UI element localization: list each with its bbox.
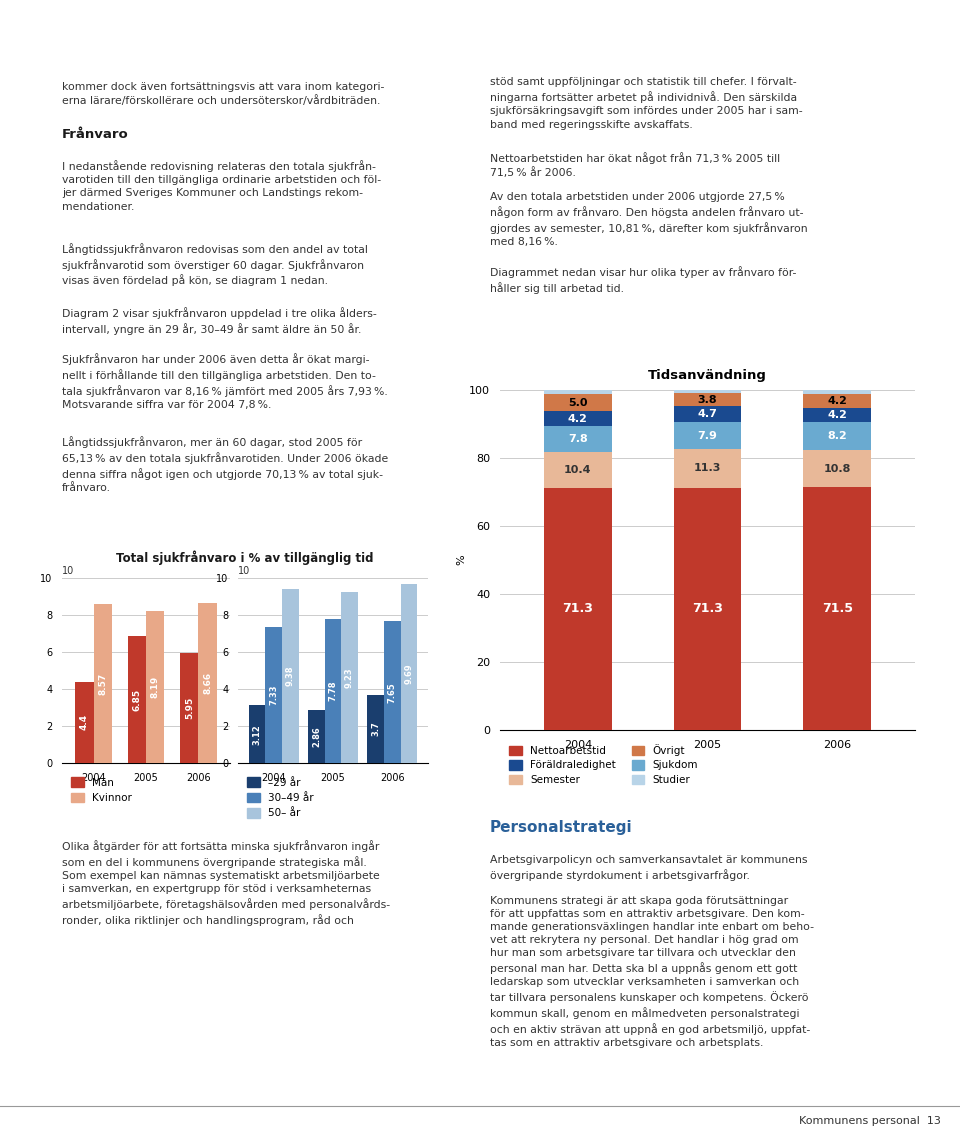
- Text: Långtidssjukfrånvaron redovisas som den andel av total
sjukfrånvarotid som övers: Långtidssjukfrånvaron redovisas som den …: [62, 243, 368, 287]
- Text: 10.4: 10.4: [564, 465, 591, 475]
- Text: 7.78: 7.78: [328, 681, 338, 702]
- Text: 7.33: 7.33: [269, 684, 278, 705]
- Bar: [384, 622, 400, 763]
- Text: 71.3: 71.3: [563, 603, 593, 615]
- Text: Total sjukfrånvaro i % av tillgänglig tid: Total sjukfrånvaro i % av tillgänglig ti…: [116, 550, 373, 565]
- Text: 10.8: 10.8: [824, 464, 851, 473]
- Text: 9.23: 9.23: [346, 667, 354, 688]
- Bar: [544, 488, 612, 730]
- Text: 3.7: 3.7: [372, 721, 380, 736]
- Text: 4.2: 4.2: [828, 410, 847, 421]
- Bar: [544, 453, 612, 488]
- Text: Kommunens personal  13: Kommunens personal 13: [799, 1115, 941, 1126]
- Text: 8.2: 8.2: [828, 431, 847, 441]
- Bar: [804, 422, 871, 450]
- Text: 4.2: 4.2: [828, 396, 847, 406]
- Legend: Nettoarbetstid, Föräldraledighet, Semester, Övrigt, Sjukdom, Studier: Nettoarbetstid, Föräldraledighet, Semest…: [505, 740, 702, 789]
- Bar: [265, 628, 282, 763]
- Text: Sjukfrånvaron har under 2006 även detta år ökat margi-
nellt i förhållande till : Sjukfrånvaron har under 2006 även detta …: [62, 354, 388, 410]
- Text: 4.2: 4.2: [568, 414, 588, 424]
- Bar: [75, 681, 93, 763]
- Text: 6.85: 6.85: [132, 689, 141, 711]
- Bar: [674, 488, 741, 730]
- Text: 7.8: 7.8: [568, 434, 588, 443]
- Title: Tidsanvändning: Tidsanvändning: [648, 368, 767, 382]
- Bar: [368, 695, 384, 763]
- Text: 71.5: 71.5: [822, 601, 852, 615]
- Legend: Män, Kvinnor: Män, Kvinnor: [67, 773, 136, 807]
- Bar: [544, 390, 612, 395]
- Text: Olika åtgärder för att fortsätta minska sjukfrånvaron ingår
som en del i kommune: Olika åtgärder för att fortsätta minska …: [62, 840, 390, 926]
- Bar: [199, 603, 217, 763]
- Bar: [342, 592, 358, 763]
- Bar: [400, 583, 418, 763]
- Bar: [674, 449, 741, 488]
- Text: 4.7: 4.7: [698, 409, 717, 420]
- Text: 8.66: 8.66: [204, 672, 212, 694]
- Text: stöd samt uppföljningar och statistik till chefer. I förvalt-
ningarna fortsätte: stöd samt uppföljningar och statistik ti…: [490, 77, 803, 130]
- Text: I nedanstående redovisning relateras den totala sjukfrån-
varotiden till den til: I nedanstående redovisning relateras den…: [62, 160, 381, 211]
- Text: 8.19: 8.19: [151, 677, 159, 698]
- Text: 2.86: 2.86: [312, 727, 321, 747]
- Text: 10: 10: [62, 566, 74, 576]
- Text: 5.95: 5.95: [185, 697, 194, 719]
- Bar: [544, 412, 612, 425]
- Text: Långtidssjukfrånvaron, mer än 60 dagar, stod 2005 för
65,13 % av den totala sjuk: Långtidssjukfrånvaron, mer än 60 dagar, …: [62, 435, 388, 492]
- Bar: [282, 589, 299, 763]
- Bar: [804, 487, 871, 730]
- Bar: [249, 705, 265, 763]
- Text: 10: 10: [238, 566, 251, 576]
- Text: 8.57: 8.57: [98, 673, 108, 695]
- Text: Av den totala arbetstiden under 2006 utgjorde 27,5 %
någon form av frånvaro. Den: Av den totala arbetstiden under 2006 utg…: [490, 192, 807, 247]
- Text: Personalstrategi: Personalstrategi: [490, 820, 633, 835]
- Bar: [674, 393, 741, 406]
- Bar: [544, 425, 612, 453]
- Bar: [146, 612, 164, 763]
- Y-axis label: %: %: [457, 555, 467, 565]
- Text: 7.9: 7.9: [698, 431, 717, 441]
- Text: 4.4: 4.4: [80, 714, 89, 730]
- Text: Frånvaro: Frånvaro: [62, 127, 129, 141]
- Text: Arbetsgivarpolicyn och samverkansavtalet är kommunens
övergripande styrdokument : Arbetsgivarpolicyn och samverkansavtalet…: [490, 855, 807, 881]
- Text: 3.8: 3.8: [698, 395, 717, 405]
- Text: 7.65: 7.65: [388, 682, 396, 703]
- Text: Nettoarbetstiden har ökat något från 71,3 % 2005 till
71,5 % år 2006.: Nettoarbetstiden har ökat något från 71,…: [490, 151, 780, 179]
- Bar: [674, 390, 741, 393]
- Text: 9.38: 9.38: [286, 666, 295, 687]
- Bar: [93, 605, 112, 763]
- Bar: [804, 393, 871, 408]
- Bar: [674, 422, 741, 449]
- Text: kommer dock även fortsättningsvis att vara inom kategori-
erna lärare/förskollë: kommer dock även fortsättningsvis att va…: [62, 82, 384, 106]
- Bar: [804, 408, 871, 422]
- Text: 5.0: 5.0: [568, 398, 588, 408]
- Text: 9.69: 9.69: [404, 663, 414, 683]
- Bar: [804, 390, 871, 393]
- Text: 71.3: 71.3: [692, 603, 723, 615]
- Text: 11.3: 11.3: [694, 464, 721, 473]
- Bar: [308, 711, 324, 763]
- Bar: [128, 637, 146, 763]
- Bar: [804, 450, 871, 487]
- Bar: [180, 653, 199, 763]
- Bar: [324, 619, 342, 763]
- Bar: [544, 395, 612, 412]
- Bar: [674, 406, 741, 422]
- Text: Kommunens strategi är att skapa goda förutsättningar
för att uppfattas som en at: Kommunens strategi är att skapa goda för…: [490, 896, 814, 1048]
- Text: Diagram 2 visar sjukfrånvaron uppdelad i tre olika ålders-
intervall, yngre än 2: Diagram 2 visar sjukfrånvaron uppdelad i…: [62, 307, 376, 335]
- Text: 3.12: 3.12: [252, 724, 261, 745]
- Text: Diagrammet nedan visar hur olika typer av frånvaro för-
håller sig till arbetad : Diagrammet nedan visar hur olika typer a…: [490, 266, 797, 294]
- Legend: –29 år, 30–49 år, 50– år: –29 år, 30–49 år, 50– år: [243, 773, 318, 823]
